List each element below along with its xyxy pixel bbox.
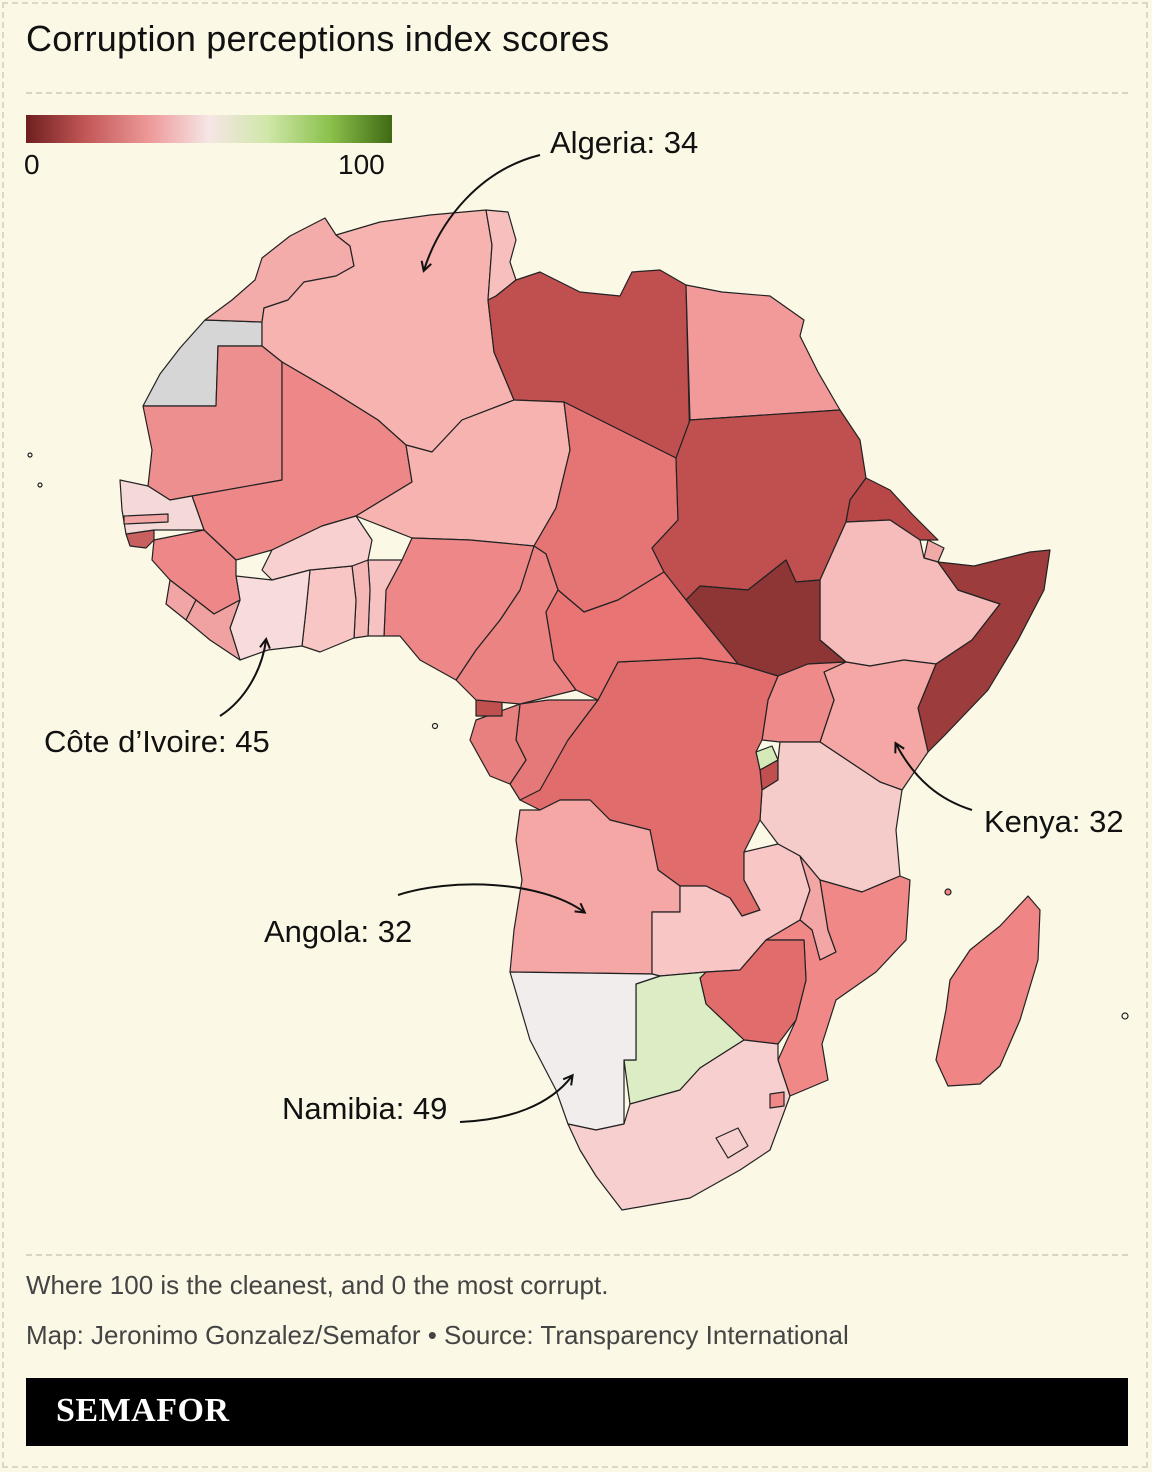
country-egypt — [685, 284, 841, 421]
bottom-divider — [26, 1254, 1128, 1256]
country-somalia — [917, 549, 1051, 753]
country-lesotho — [715, 1127, 749, 1159]
top-divider — [26, 92, 1128, 94]
country-burkina-faso — [261, 515, 373, 581]
country-namibia — [509, 971, 661, 1131]
angola-arrow — [397, 883, 584, 912]
island-cape-verde-2 — [37, 482, 43, 488]
brand-footer: SEMAFOR — [26, 1378, 1128, 1446]
credit-line: Map: Jeronimo Gonzalez/Semafor • Source:… — [26, 1320, 849, 1350]
country-south-africa — [567, 1039, 791, 1211]
country-madagascar — [935, 895, 1041, 1087]
island-mauritius — [1121, 1012, 1129, 1020]
country-eswatini — [769, 1091, 785, 1109]
island-sao-tome — [431, 722, 439, 730]
kenya-arrow — [896, 744, 973, 811]
legend-min-label: 0 — [24, 149, 40, 180]
color-scale-bar — [26, 115, 392, 143]
legend-max-label: 100 — [338, 149, 385, 180]
angola-label: Angola: 32 — [264, 914, 412, 949]
country-gambia — [123, 513, 169, 525]
country-liberia — [185, 599, 241, 661]
cote-divoire-label: Côte d’Ivoire: 45 — [44, 724, 270, 759]
cote-divoire-arrow — [219, 640, 266, 717]
island-comoros — [944, 888, 952, 896]
namibia-label: Namibia: 49 — [282, 1091, 447, 1126]
algeria-arrow — [424, 154, 541, 270]
country-car — [545, 571, 739, 701]
map-title: Corruption perceptions index scores — [26, 18, 610, 59]
country-ghana — [301, 565, 357, 653]
country-cote-divoire — [229, 569, 311, 661]
country-gabon — [469, 703, 527, 785]
namibia-arrow — [459, 1076, 572, 1123]
island-cape-verde — [27, 452, 33, 458]
algeria-label: Algeria: 34 — [550, 125, 698, 160]
kenya-label: Kenya: 32 — [984, 804, 1124, 839]
scale-note: Where 100 is the cleanest, and 0 the mos… — [26, 1270, 609, 1300]
semafor-logo[interactable]: SEMAFOR — [56, 1392, 230, 1429]
